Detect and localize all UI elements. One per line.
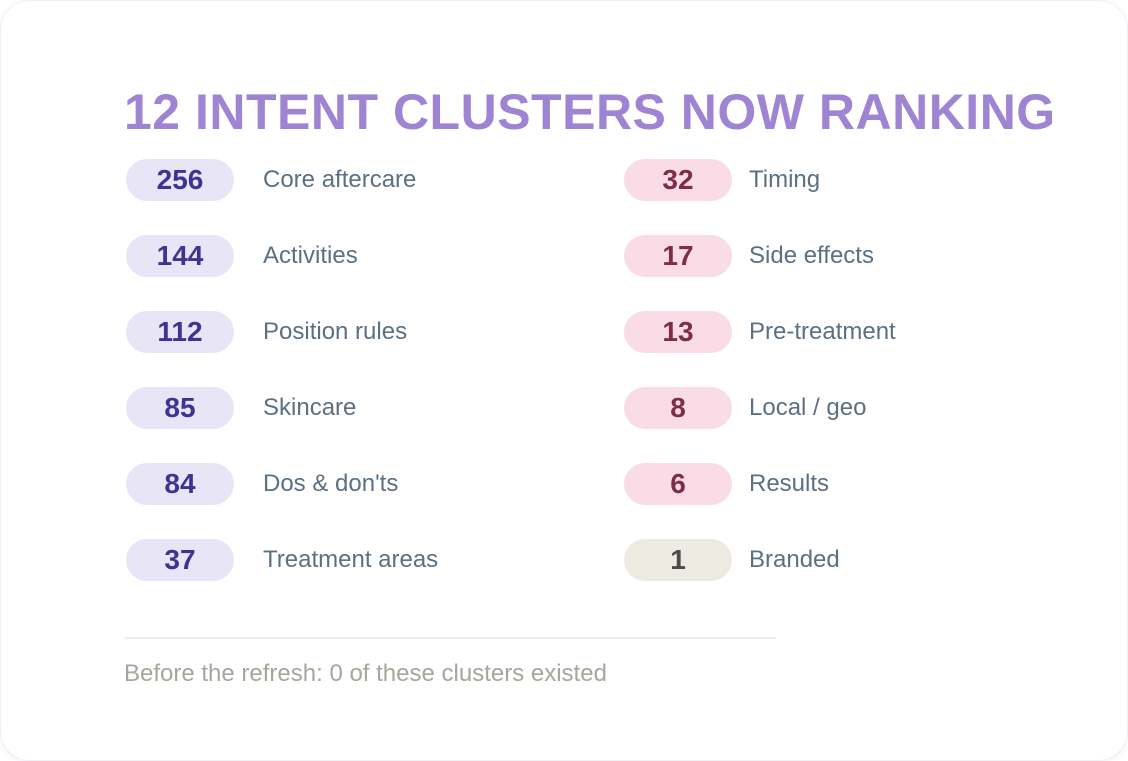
cluster-count-badge: 37 bbox=[126, 539, 234, 581]
cluster-row-pre-treatment: 13 Pre-treatment bbox=[624, 311, 896, 353]
cluster-count-badge: 17 bbox=[624, 235, 732, 277]
cluster-row-dos-donts: 84 Dos & don'ts bbox=[126, 463, 438, 505]
cluster-label: Core aftercare bbox=[263, 166, 417, 193]
cluster-count-badge: 84 bbox=[126, 463, 234, 505]
cluster-count-badge: 8 bbox=[624, 387, 732, 429]
cluster-row-results: 6 Results bbox=[624, 463, 896, 505]
cluster-label: Skincare bbox=[263, 394, 357, 421]
cluster-row-local-geo: 8 Local / geo bbox=[624, 387, 896, 429]
cluster-label: Activities bbox=[263, 242, 358, 269]
cluster-count-badge: 256 bbox=[126, 159, 234, 201]
cluster-label: Pre-treatment bbox=[749, 318, 896, 345]
cluster-count-badge: 144 bbox=[126, 235, 234, 277]
cluster-count-badge: 85 bbox=[126, 387, 234, 429]
cluster-label: Dos & don'ts bbox=[263, 470, 399, 497]
cluster-count-badge: 112 bbox=[126, 311, 234, 353]
cluster-label: Branded bbox=[749, 546, 840, 573]
cluster-count-badge: 1 bbox=[624, 539, 732, 581]
cluster-label: Side effects bbox=[749, 242, 874, 269]
cluster-label: Position rules bbox=[263, 318, 408, 345]
cluster-label: Results bbox=[749, 470, 830, 497]
cluster-count-badge: 6 bbox=[624, 463, 732, 505]
cluster-label: Timing bbox=[749, 166, 821, 193]
cluster-count-badge: 13 bbox=[624, 311, 732, 353]
divider bbox=[124, 637, 776, 639]
page-title: 12 INTENT CLUSTERS NOW RANKING bbox=[124, 83, 1056, 140]
cluster-row-skincare: 85 Skincare bbox=[126, 387, 438, 429]
cluster-count-badge: 32 bbox=[624, 159, 732, 201]
footer-note: Before the refresh: 0 of these clusters … bbox=[124, 660, 607, 687]
cluster-label: Local / geo bbox=[749, 394, 867, 421]
cluster-row-activities: 144 Activities bbox=[126, 235, 438, 277]
cluster-row-branded: 1 Branded bbox=[624, 539, 896, 581]
cluster-row-treatment-areas: 37 Treatment areas bbox=[126, 539, 438, 581]
cluster-column-left: 256 Core aftercare 144 Activities 112 Po… bbox=[126, 159, 438, 615]
cluster-row-core-aftercare: 256 Core aftercare bbox=[126, 159, 438, 201]
cluster-row-position-rules: 112 Position rules bbox=[126, 311, 438, 353]
cluster-label: Treatment areas bbox=[263, 546, 439, 573]
cluster-row-timing: 32 Timing bbox=[624, 159, 896, 201]
cluster-column-right: 32 Timing 17 Side effects 13 Pre-treatme… bbox=[624, 159, 896, 615]
cluster-row-side-effects: 17 Side effects bbox=[624, 235, 896, 277]
